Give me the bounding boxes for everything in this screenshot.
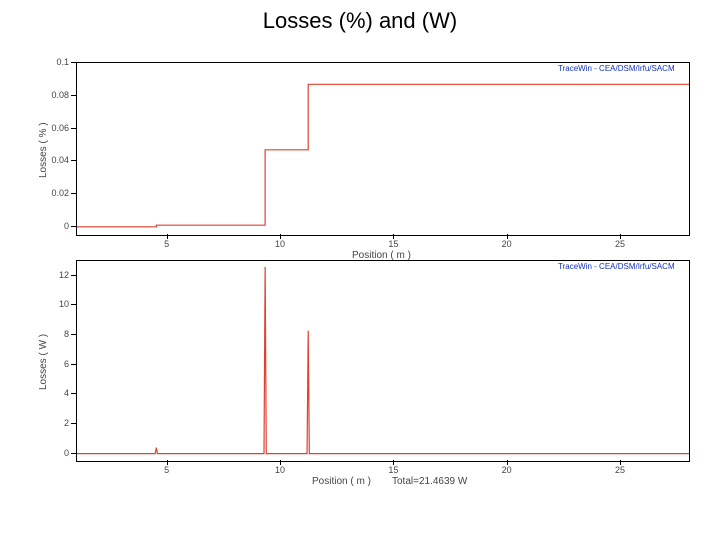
- ytick-label: 0: [64, 448, 69, 458]
- ytick-mark: [71, 423, 76, 424]
- ytick-mark: [71, 62, 76, 63]
- chart-bottom-y-axis-label: Losses ( W ): [38, 334, 49, 390]
- chart-top-frame: [76, 62, 690, 236]
- ytick-label: 0.08: [51, 90, 69, 100]
- ytick-label: 0: [64, 221, 69, 231]
- ytick-label: 0.1: [56, 57, 69, 67]
- xtick-label: 10: [275, 239, 285, 249]
- ytick-mark: [71, 393, 76, 394]
- ytick-mark: [71, 334, 76, 335]
- ytick-label: 0.02: [51, 188, 69, 198]
- xtick-label: 25: [615, 239, 625, 249]
- chart-bottom-trace-label: TraceWin - CEA/DSM/Irfu/SACM: [558, 262, 675, 271]
- xtick-label: 10: [275, 465, 285, 475]
- ytick-label: 6: [64, 359, 69, 369]
- ytick-label: 8: [64, 329, 69, 339]
- ytick-mark: [71, 95, 76, 96]
- chart-bottom-x-axis-label: Position ( m ): [312, 476, 371, 487]
- xtick-label: 25: [615, 465, 625, 475]
- ytick-mark: [71, 128, 76, 129]
- xtick-label: 15: [388, 239, 398, 249]
- xtick-label: 20: [502, 465, 512, 475]
- page-title: Losses (%) and (W): [0, 8, 720, 34]
- ytick-mark: [71, 275, 76, 276]
- chart-top-y-axis-label: Losses ( % ): [38, 122, 49, 178]
- ytick-mark: [71, 226, 76, 227]
- ytick-mark: [71, 364, 76, 365]
- xtick-label: 15: [388, 465, 398, 475]
- ytick-label: 0.06: [51, 123, 69, 133]
- chart-top-trace-label: TraceWin - CEA/DSM/Irfu/SACM: [558, 64, 675, 73]
- ytick-label: 2: [64, 418, 69, 428]
- ytick-label: 4: [64, 388, 69, 398]
- ytick-mark: [71, 453, 76, 454]
- chart-top-svg: [77, 63, 689, 235]
- ytick-mark: [71, 160, 76, 161]
- xtick-label: 20: [502, 239, 512, 249]
- xtick-label: 5: [164, 465, 169, 475]
- ytick-label: 0.04: [51, 155, 69, 165]
- chart-bottom-frame: [76, 260, 690, 462]
- chart-bottom-svg: [77, 261, 689, 461]
- ytick-mark: [71, 304, 76, 305]
- chart-bottom-footer-label: Total=21.4639 W: [392, 476, 467, 487]
- ytick-label: 12: [59, 270, 69, 280]
- ytick-mark: [71, 193, 76, 194]
- xtick-label: 5: [164, 239, 169, 249]
- ytick-label: 10: [59, 299, 69, 309]
